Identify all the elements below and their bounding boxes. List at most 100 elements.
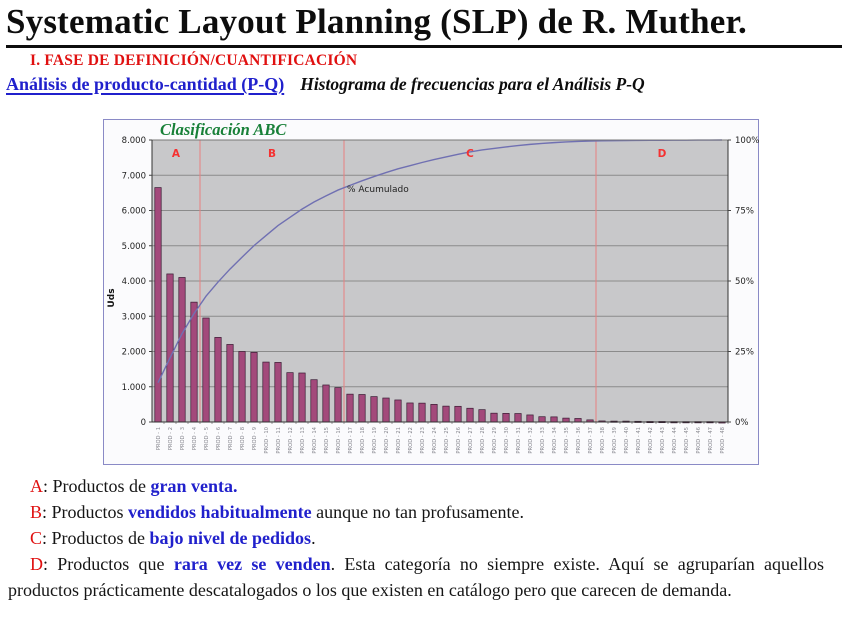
y-left-tick: 7.000 [122,171,146,181]
x-tick-label: PROD - 35 [564,427,570,454]
zone-label: B [268,148,276,160]
x-tick-label: PROD - 12 [288,427,294,454]
category-definitions: A: Productos de gran venta. B: Productos… [8,473,824,603]
cumulative-line-label: % Acumulado [347,185,409,195]
cumulative-line [157,139,723,384]
bar [514,413,522,423]
y-right-tick: 25% [735,348,754,358]
x-tick-label: PROD - 18 [360,427,366,454]
bar [238,351,246,423]
category-d-definition: D: Productos que rara vez se venden. Est… [8,551,824,603]
x-tick-label: PROD - 14 [312,426,318,453]
y-right-tick: 100% [735,136,759,146]
bar [490,412,498,423]
x-tick-label: PROD - 23 [420,427,426,454]
x-tick-label: PROD - 48 [720,427,726,454]
category-a-text: : Productos de [43,476,151,496]
bar [310,379,318,423]
bar [262,361,270,423]
bar [574,418,582,423]
x-tick-label: PROD - 5 [204,427,210,450]
y-right-tick: 0% [735,418,749,428]
category-b-definition: B: Productos vendidos habitualmente aunq… [8,499,824,525]
x-tick-label: PROD - 47 [708,427,714,454]
y-left-tick: 1.000 [122,383,146,393]
bar [466,407,474,423]
x-tick-label: PROD - 36 [576,427,582,454]
x-tick-label: PROD - 11 [276,427,282,454]
category-b-text: : Productos [42,502,129,522]
category-c-letter: C [30,528,43,548]
x-tick-label: PROD - 34 [552,426,558,453]
category-a-letter: A [30,476,43,496]
x-tick-label: PROD - 8 [240,427,246,450]
x-tick-label: PROD - 39 [612,427,618,454]
bar [478,409,486,423]
category-c-highlight: bajo nivel de pedidos [149,528,312,548]
phase-heading: I. FASE DE DEFINICIÓN/CUANTIFICACIÓN [30,52,358,69]
bar [346,393,354,423]
x-tick-label: PROD - 45 [684,427,690,454]
x-tick-label: PROD - 32 [528,427,534,454]
category-a-highlight: gran venta. [150,476,238,496]
bar [178,277,186,423]
category-a-definition: A: Productos de gran venta. [8,473,824,499]
bar [334,387,342,423]
category-b-letter: B [30,502,43,522]
bar [286,372,294,423]
x-tick-label: PROD - 7 [228,427,234,450]
x-tick-label: PROD - 43 [660,427,666,454]
bar [190,301,198,423]
bar [550,416,558,423]
bar [274,362,282,423]
x-tick-label: PROD - 41 [636,427,642,454]
zone-label: C [466,148,474,160]
analysis-row: Análisis de producto-cantidad (P-Q) Histo… [6,74,842,95]
bar [502,413,510,423]
y-left-tick: 8.000 [122,136,146,146]
x-tick-label: PROD - 21 [396,427,402,454]
abc-pareto-chart: Clasificación ABC % Acumulado A B C D 8.000 7.… [103,119,759,465]
category-d-highlight: rara vez se venden [173,554,331,574]
x-tick-label: PROD - 26 [456,427,462,454]
zone-label: A [172,148,181,160]
bar [298,372,306,423]
bar [382,397,390,423]
x-tick-label: PROD - 20 [384,427,390,454]
x-tick-label: PROD - 3 [180,427,186,450]
x-tick-label: PROD - 24 [432,426,438,453]
y-axis-title: Uds [107,288,117,307]
y-left-tick: 5.000 [122,242,146,252]
y-right-tick: 50% [735,277,754,287]
x-tick-label: PROD - 40 [624,427,630,454]
x-tick-label: PROD - 22 [408,427,414,454]
y-left-tick: 6.000 [122,207,146,217]
x-tick-label: PROD - 9 [252,427,258,450]
x-tick-label: PROD - 28 [480,427,486,454]
category-b-rest: aunque no tan profusamente. [311,502,525,522]
category-d-rest: . Esta categoría no siempre existe. Aquí… [8,554,824,600]
category-c-definition: C: Productos de bajo nivel de pedidos. [8,525,824,551]
x-tick-label: PROD - 4 [192,426,198,450]
bar [538,416,546,423]
bar [166,273,174,423]
bar [226,344,234,423]
x-tick-label: PROD - 30 [504,427,510,454]
bar [562,417,570,423]
y-left-tick: 2.000 [122,348,146,358]
x-tick-label: PROD - 17 [348,427,354,454]
x-tick-label: PROD - 42 [648,427,654,454]
pareto-chart-svg: % Acumulado A B C D 8.000 7.000 6.000 5.000 4.000… [107,136,759,454]
x-tick-label: PROD - 10 [264,427,270,454]
x-tick-label: PROD - 2 [168,427,174,450]
zone-label: D [658,148,667,160]
y-left-tick: 3.000 [122,312,146,322]
x-tick-label: PROD - 44 [672,426,678,453]
category-b-highlight: vendidos habitualmente [128,502,312,522]
category-c-rest: . [311,528,316,548]
page-title: Systematic Layout Planning (SLP) de R. M… [6,2,842,48]
x-tick-label: PROD - 37 [588,427,594,454]
x-tick-label: PROD - 19 [372,427,378,454]
y-left-tick: 4.000 [122,277,146,287]
